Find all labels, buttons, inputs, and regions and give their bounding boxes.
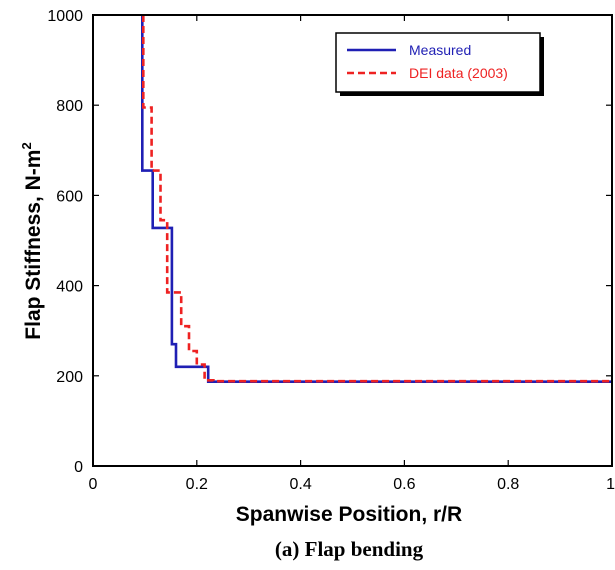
y-axis-title: Flap Stiffness, N-m2 <box>19 142 45 339</box>
x-tick-label: 0 <box>89 476 98 493</box>
y-tick-label: 400 <box>56 279 83 296</box>
x-tick-label: 0.4 <box>289 476 311 493</box>
series-layer <box>141 15 612 384</box>
x-axis-title: Spanwise Position, r/R <box>236 503 462 526</box>
chart-caption: (a) Flap bending <box>275 537 424 561</box>
x-tick-label: 0.2 <box>186 476 208 493</box>
series-line-dei-data <box>142 15 612 383</box>
x-tick-label: 0.6 <box>393 476 415 493</box>
y-axis-title-superscript: 2 <box>19 142 34 149</box>
x-tick-label: 0.8 <box>497 476 519 493</box>
y-tick-label: 800 <box>56 98 83 115</box>
series-line-measured <box>141 15 612 384</box>
y-tick-label: 200 <box>56 369 83 386</box>
x-tick-label: 1 <box>606 476 615 493</box>
legend-label-measured: Measured <box>409 42 471 58</box>
y-axis-title-text: Flap Stiffness, N-m <box>22 150 45 340</box>
axes-layer <box>92 14 613 467</box>
legend-label-dei: DEI data (2003) <box>409 65 508 81</box>
ticks-layer: 0 0.2 0.4 0.6 0.8 1 0 200 400 600 800 1000 <box>47 8 615 493</box>
y-tick-label: 600 <box>56 188 83 205</box>
legend-box <box>335 32 541 93</box>
plot-frame <box>92 14 613 467</box>
y-tick-label: 0 <box>74 459 83 476</box>
y-tick-label: 1000 <box>47 8 83 25</box>
legend: Measured DEI data (2003) <box>335 32 544 96</box>
